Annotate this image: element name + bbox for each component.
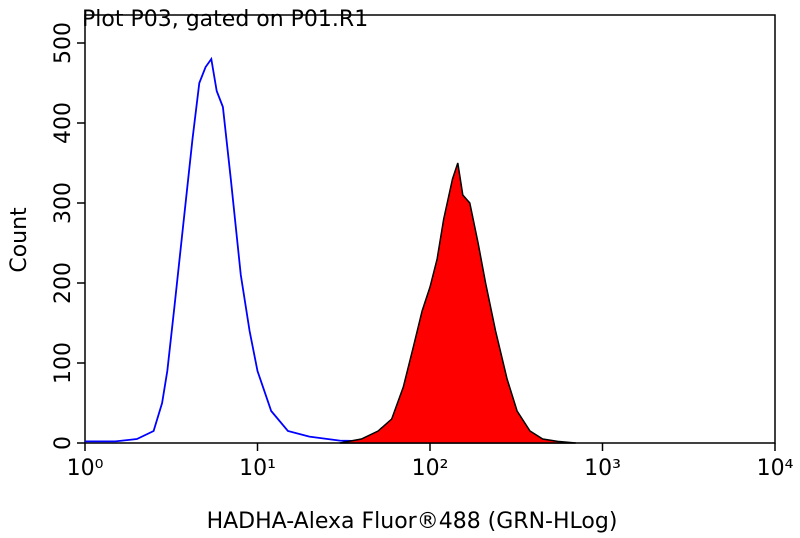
histogram-area — [339, 162, 576, 444]
x-tick-label: 10⁰ — [67, 456, 104, 481]
x-tick-label: 10⁴ — [757, 456, 794, 481]
y-tick-label: 400 — [51, 102, 76, 144]
x-tick-label: 10³ — [584, 456, 621, 481]
y-tick-label: 0 — [51, 436, 76, 450]
y-tick-label: 200 — [51, 262, 76, 304]
x-tick-label: 10² — [412, 456, 449, 481]
y-tick-label: 300 — [51, 182, 76, 224]
y-axis-label: Count — [7, 207, 32, 273]
x-tick-label: 10¹ — [239, 456, 276, 481]
x-axis-label: HADHA-Alexa Fluor®488 (GRN-HLog) — [207, 509, 618, 534]
histogram-line — [85, 56, 379, 443]
chart-title: Plot P03, gated on P01.R1 — [82, 7, 368, 32]
y-tick-label: 500 — [51, 22, 76, 64]
y-tick-label: 100 — [51, 342, 76, 384]
